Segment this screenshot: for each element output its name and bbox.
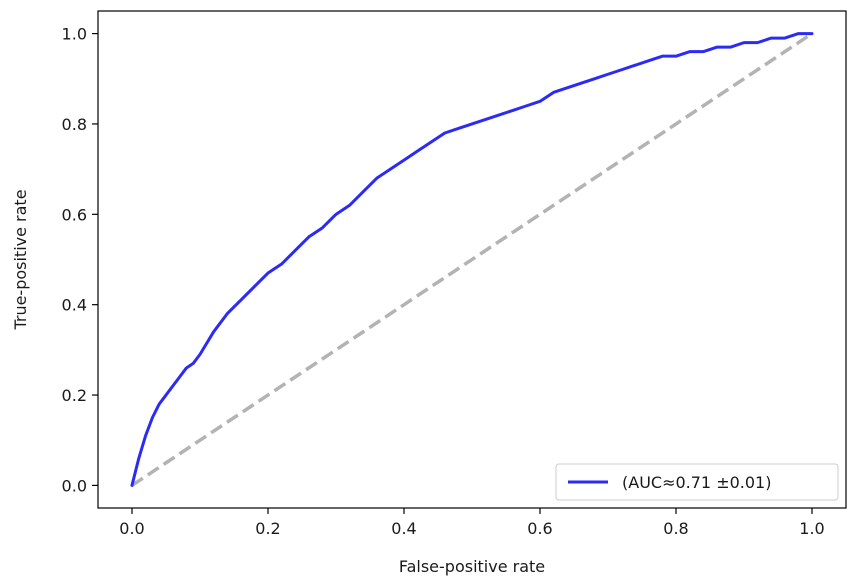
legend-box (555, 463, 839, 501)
x-tick-label: 0.6 (527, 519, 552, 538)
x-tick-label: 0.2 (255, 519, 280, 538)
legend-entry-label: (AUC≈0.71 ±0.01) (622, 473, 771, 492)
axes-frame (97, 10, 847, 509)
x-tick-label: 0.8 (663, 519, 688, 538)
y-tick-label: 0.2 (62, 386, 87, 405)
plot-area (130, 32, 814, 487)
y-tick-label: 0.4 (62, 296, 87, 315)
chance-diagonal-line (131, 32, 813, 487)
x-axis-ticks: 0.0 0.2 0.4 0.6 0.8 1.0 (119, 508, 825, 538)
y-axis-label: True-positive rate (11, 189, 30, 330)
y-tick-label: 0.6 (62, 205, 87, 224)
x-tick-label: 1.0 (799, 519, 824, 538)
legend: (AUC≈0.71 ±0.01) (555, 463, 839, 501)
y-tick-label: 0.0 (62, 476, 87, 495)
x-tick-label: 0.4 (391, 519, 416, 538)
y-tick-label: 1.0 (62, 25, 87, 44)
roc-curve-line (130, 32, 814, 487)
y-axis-ticks: 0.0 0.2 0.4 0.6 0.8 1.0 (62, 25, 98, 495)
x-tick-label: 0.0 (119, 519, 144, 538)
y-tick-label: 0.8 (62, 115, 87, 134)
x-axis-label: False-positive rate (399, 557, 545, 576)
